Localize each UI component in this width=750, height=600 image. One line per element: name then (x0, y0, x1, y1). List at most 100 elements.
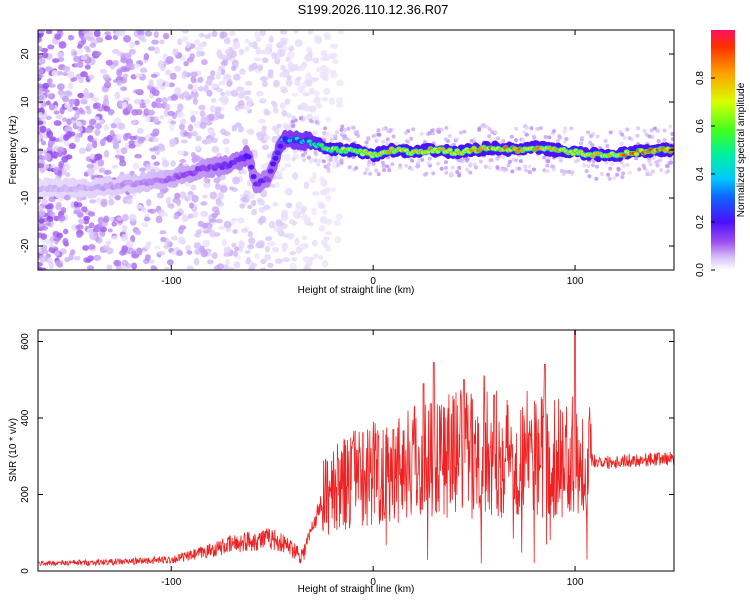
noise-mark (303, 181, 310, 190)
noise-mark (323, 87, 331, 95)
noise-mark (219, 185, 228, 193)
noise-mark (195, 229, 203, 235)
noise-mark (260, 267, 267, 270)
noise-mark (155, 215, 163, 224)
noise-mark (58, 214, 66, 222)
noise-mark (73, 255, 81, 261)
noise-mark (48, 103, 55, 111)
noise-mark (167, 203, 175, 209)
noise-mark (55, 259, 63, 267)
noise-mark (306, 259, 313, 265)
noise-mark (444, 125, 449, 130)
noise-mark (239, 68, 246, 76)
noise-mark (170, 235, 178, 241)
noise-mark (659, 168, 664, 173)
noise-mark (272, 107, 279, 114)
noise-mark (122, 67, 131, 72)
noise-mark (430, 128, 435, 133)
noise-mark (104, 31, 111, 36)
noise-mark (250, 199, 257, 207)
noise-mark (416, 163, 421, 168)
noise-mark (316, 66, 322, 73)
noise-mark (67, 71, 75, 79)
noise-mark (303, 151, 308, 156)
spectrogram-heatmap (38, 30, 674, 270)
colorbar-label: Normalized spectral amplitude (736, 82, 747, 217)
noise-mark (260, 259, 267, 264)
noise-mark (231, 124, 237, 132)
noise-mark (233, 261, 241, 269)
noise-mark (538, 126, 543, 131)
noise-mark (335, 103, 344, 109)
noise-mark (38, 67, 44, 76)
noise-mark (582, 163, 587, 168)
noise-mark (302, 158, 307, 163)
noise-mark (625, 162, 630, 167)
noise-mark (337, 30, 345, 35)
noise-mark (281, 41, 288, 46)
noise-mark (239, 203, 246, 209)
noise-mark (144, 30, 153, 37)
noise-mark (78, 107, 84, 113)
noise-mark (636, 126, 641, 131)
noise-mark (211, 206, 220, 213)
ridge-band (248, 164, 255, 170)
noise-mark (621, 171, 626, 176)
noise-mark (75, 224, 84, 230)
noise-mark (385, 137, 390, 142)
noise-mark (450, 165, 455, 170)
noise-mark (288, 219, 296, 225)
noise-mark (191, 194, 199, 203)
noise-mark (192, 97, 198, 105)
noise-mark (186, 57, 194, 63)
noise-mark (51, 58, 60, 63)
noise-mark (176, 150, 185, 156)
noise-mark (289, 250, 297, 256)
noise-mark (174, 192, 181, 200)
noise-mark (246, 97, 254, 105)
noise-mark (140, 222, 149, 228)
noise-mark (427, 131, 432, 136)
colorbar-tick-label: 0.6 (695, 119, 706, 133)
noise-mark (135, 108, 143, 116)
noise-mark (295, 201, 303, 209)
noise-mark (41, 52, 49, 59)
noise-mark (103, 94, 109, 102)
noise-mark (76, 202, 83, 208)
noise-mark (380, 160, 385, 165)
noise-mark (313, 158, 318, 163)
noise-mark (151, 89, 160, 97)
noise-mark (490, 129, 495, 134)
noise-mark (336, 79, 344, 87)
noise-mark (181, 36, 189, 43)
noise-mark (82, 244, 90, 251)
noise-mark (64, 126, 71, 133)
noise-mark (263, 108, 270, 116)
noise-mark (84, 45, 90, 50)
noise-mark (143, 244, 151, 250)
noise-mark (309, 177, 316, 183)
noise-mark (85, 258, 92, 263)
noise-mark (57, 56, 65, 63)
noise-mark (43, 163, 50, 169)
noise-mark (165, 103, 171, 112)
noise-mark (135, 247, 143, 256)
noise-mark (468, 170, 473, 175)
snr-frame (37, 329, 675, 572)
noise-mark (311, 191, 320, 196)
noise-mark (136, 127, 144, 134)
noise-mark (38, 197, 41, 204)
noise-mark (240, 196, 248, 203)
noise-mark (306, 46, 313, 53)
noise-mark (231, 65, 237, 72)
noise-mark (267, 262, 274, 269)
noise-mark (116, 216, 123, 222)
noise-mark (487, 127, 492, 132)
noise-mark (38, 45, 43, 51)
noise-mark (506, 163, 511, 168)
noise-mark (293, 30, 299, 34)
noise-mark (53, 251, 60, 257)
noise-mark (436, 127, 441, 132)
noise-mark (114, 194, 121, 201)
noise-mark (103, 150, 110, 158)
